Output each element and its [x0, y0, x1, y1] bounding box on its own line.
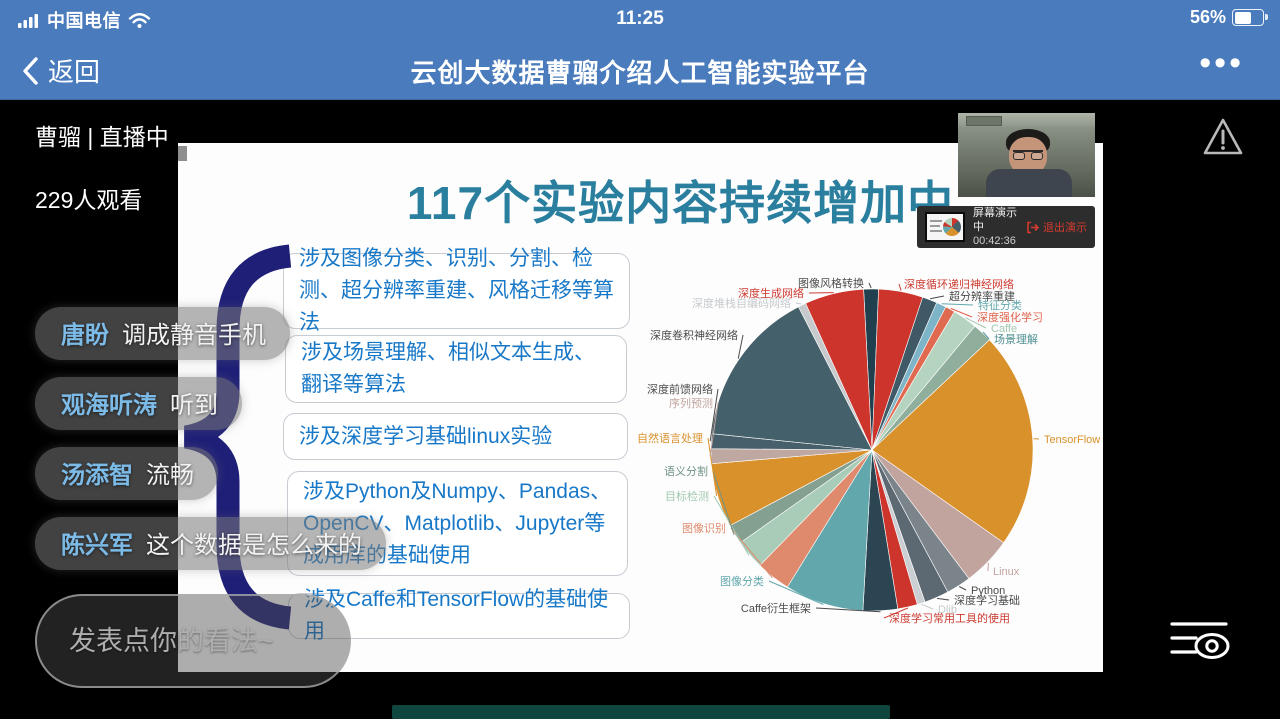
chat-text: 调成静音手机 — [122, 322, 266, 349]
screen-share-bar: 屏幕演示中 00:42:36 退出演示 — [917, 206, 1095, 248]
bottom-accent-bar — [392, 705, 890, 719]
exit-icon — [1027, 221, 1039, 233]
back-label: 返回 — [48, 57, 101, 87]
chat-username: 汤添智 — [61, 462, 133, 489]
broadcaster-name: 曹骝 | 直播中 — [35, 124, 169, 150]
slide-corner-notch — [178, 146, 187, 161]
viewer-count: 229人观看 — [35, 187, 143, 213]
slide-bullet-box: 涉及图像分类、识别、分割、检测、超分辨率重建、风格迁移等算法 — [283, 247, 630, 334]
page-title: 云创大数据曹骝介绍人工智能实验平台 — [410, 58, 870, 88]
chat-text: 这个数据是怎么来的 — [146, 532, 362, 559]
presenter-video[interactable] — [958, 113, 1095, 197]
presenter-glasses — [1013, 150, 1043, 161]
chat-username: 陈兴军 — [61, 532, 133, 559]
nav-bar: 返回 云创大数据曹骝介绍人工智能实验平台 ••• — [0, 38, 1280, 100]
chat-message: 观海听涛 听到 — [35, 377, 242, 430]
more-menu-icon[interactable]: ••• — [1199, 44, 1244, 82]
toggle-comments-eye-icon[interactable] — [1168, 618, 1230, 664]
slide-bullet-box: 涉及深度学习基础linux实验 — [283, 413, 628, 460]
presenter-body — [986, 169, 1072, 197]
carrier-label: 中国电信 — [47, 11, 121, 31]
presenter-face — [1009, 137, 1047, 175]
status-bar: 中国电信 11:25 56% — [0, 0, 1280, 38]
chat-username: 唐盼 — [61, 322, 109, 349]
chat-text: 流畅 — [146, 462, 194, 489]
chat-username: 观海听涛 — [61, 392, 157, 419]
share-status: 屏幕演示中 — [973, 207, 1017, 233]
exit-presentation-button[interactable]: 退出演示 — [1026, 219, 1087, 235]
wifi-icon — [128, 12, 151, 28]
comment-placeholder: 发表点你的看法~ — [69, 626, 274, 656]
chat-text: 听到 — [170, 392, 218, 419]
back-button[interactable]: 返回 — [22, 52, 100, 89]
video-vent — [966, 116, 1002, 126]
chat-message: 陈兴军 这个数据是怎么来的 — [35, 517, 386, 570]
share-timer: 00:42:36 — [973, 235, 1016, 247]
cellular-signal-icon — [18, 14, 38, 28]
slide-title: 117个实验内容持续增加中 — [406, 177, 955, 229]
battery-icon — [1232, 9, 1268, 26]
chat-message: 汤添智 流畅 — [35, 447, 218, 500]
slide-bullet-box: 涉及场景理解、相似文本生成、翻译等算法 — [285, 335, 627, 403]
chat-message: 唐盼 调成静音手机 — [35, 307, 290, 360]
clock: 11:25 — [616, 8, 664, 29]
chevron-left-icon — [23, 56, 38, 85]
battery-percent: 56% — [1189, 7, 1226, 27]
warning-icon[interactable] — [1201, 116, 1245, 158]
comment-input[interactable]: 发表点你的看法~ — [35, 594, 351, 688]
exit-label: 退出演示 — [1043, 222, 1087, 234]
share-thumbnail-pie — [943, 218, 961, 236]
share-slide-thumbnail — [925, 212, 965, 242]
